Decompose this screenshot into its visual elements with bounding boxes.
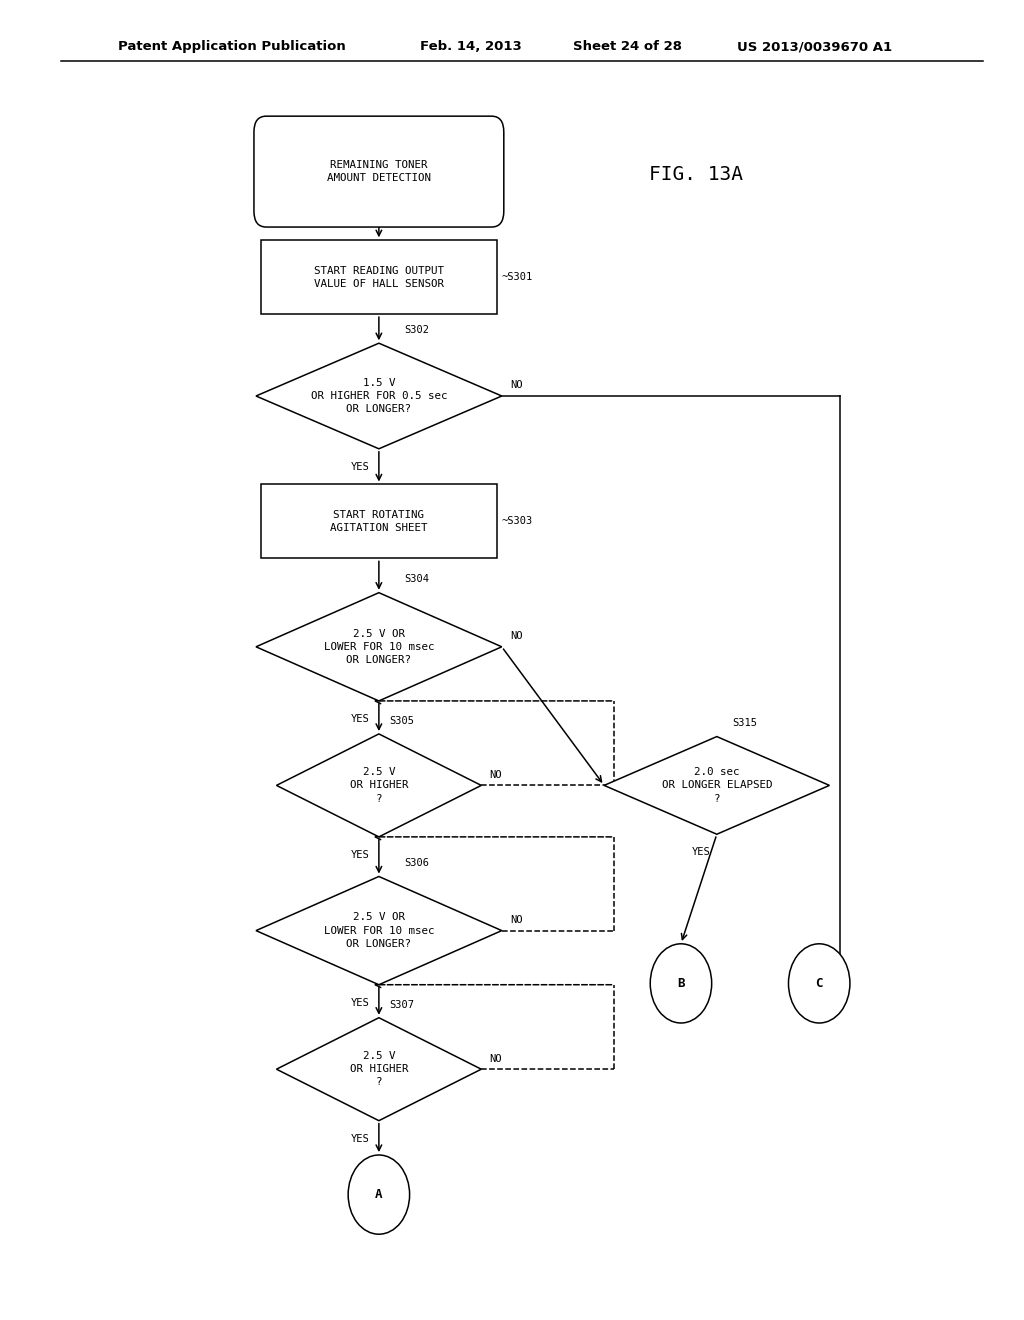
Text: YES: YES xyxy=(351,462,370,473)
Text: US 2013/0039670 A1: US 2013/0039670 A1 xyxy=(737,41,892,53)
Polygon shape xyxy=(256,593,502,701)
Text: NO: NO xyxy=(510,915,522,925)
Polygon shape xyxy=(276,734,481,837)
Text: YES: YES xyxy=(351,714,370,725)
Polygon shape xyxy=(256,876,502,985)
Text: YES: YES xyxy=(351,998,370,1008)
Bar xyxy=(261,484,497,558)
Text: S307: S307 xyxy=(389,999,414,1010)
Circle shape xyxy=(788,944,850,1023)
Text: REMAINING TONER
AMOUNT DETECTION: REMAINING TONER AMOUNT DETECTION xyxy=(327,160,431,183)
Text: A: A xyxy=(375,1188,383,1201)
Text: Sheet 24 of 28: Sheet 24 of 28 xyxy=(573,41,682,53)
Text: 2.5 V
OR HIGHER
?: 2.5 V OR HIGHER ? xyxy=(349,1051,409,1088)
Text: 2.0 sec
OR LONGER ELAPSED
?: 2.0 sec OR LONGER ELAPSED ? xyxy=(662,767,772,804)
Text: C: C xyxy=(815,977,823,990)
Text: S304: S304 xyxy=(404,574,429,585)
Text: Feb. 14, 2013: Feb. 14, 2013 xyxy=(420,41,521,53)
Text: S306: S306 xyxy=(404,858,429,869)
Text: ~S301: ~S301 xyxy=(502,272,534,282)
Text: S302: S302 xyxy=(404,325,429,335)
Circle shape xyxy=(650,944,712,1023)
Text: NO: NO xyxy=(510,631,522,642)
Text: S315: S315 xyxy=(732,718,757,729)
Text: START READING OUTPUT
VALUE OF HALL SENSOR: START READING OUTPUT VALUE OF HALL SENSO… xyxy=(314,265,443,289)
Text: YES: YES xyxy=(351,850,370,861)
Text: 1.5 V
OR HIGHER FOR 0.5 sec
OR LONGER?: 1.5 V OR HIGHER FOR 0.5 sec OR LONGER? xyxy=(310,378,447,414)
Text: ~S303: ~S303 xyxy=(502,516,534,527)
Text: Patent Application Publication: Patent Application Publication xyxy=(118,41,345,53)
Text: 2.5 V
OR HIGHER
?: 2.5 V OR HIGHER ? xyxy=(349,767,409,804)
Polygon shape xyxy=(604,737,829,834)
Circle shape xyxy=(348,1155,410,1234)
Text: NO: NO xyxy=(510,380,522,391)
Polygon shape xyxy=(256,343,502,449)
Polygon shape xyxy=(276,1018,481,1121)
Text: YES: YES xyxy=(692,847,711,858)
Text: NO: NO xyxy=(489,770,502,780)
Text: YES: YES xyxy=(351,1134,370,1144)
Text: S305: S305 xyxy=(389,715,414,726)
Text: FIG. 13A: FIG. 13A xyxy=(649,165,743,183)
Text: B: B xyxy=(677,977,685,990)
Bar xyxy=(261,240,497,314)
Text: NO: NO xyxy=(489,1053,502,1064)
FancyBboxPatch shape xyxy=(254,116,504,227)
Text: 2.5 V OR
LOWER FOR 10 msec
OR LONGER?: 2.5 V OR LOWER FOR 10 msec OR LONGER? xyxy=(324,628,434,665)
Text: START ROTATING
AGITATION SHEET: START ROTATING AGITATION SHEET xyxy=(330,510,428,533)
Text: 2.5 V OR
LOWER FOR 10 msec
OR LONGER?: 2.5 V OR LOWER FOR 10 msec OR LONGER? xyxy=(324,912,434,949)
